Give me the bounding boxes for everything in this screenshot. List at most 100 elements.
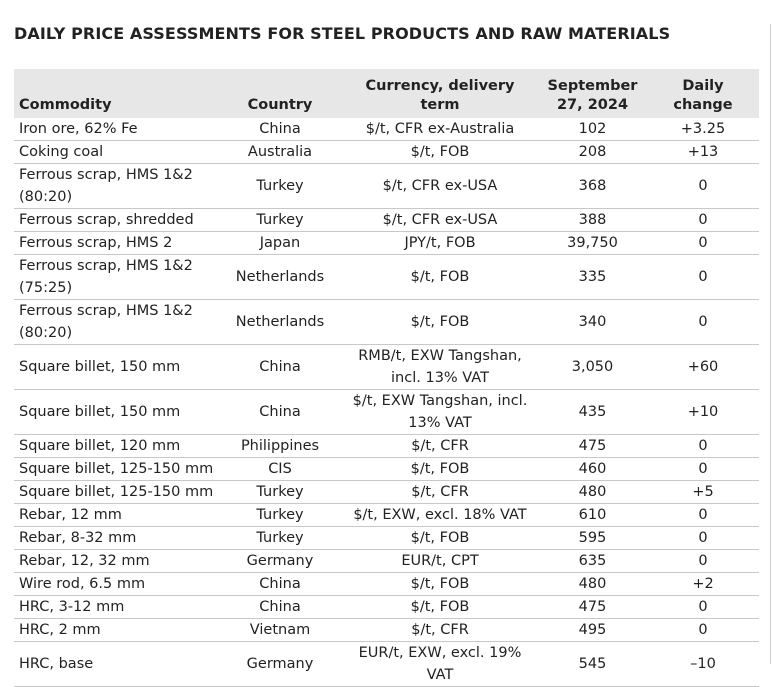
cell-daily-change: +10 — [647, 389, 759, 435]
cell-country: Germany — [218, 641, 342, 687]
cell-country: China — [218, 572, 342, 596]
cell-daily-change: 0 — [647, 549, 759, 573]
table-row: Ferrous scrap, HMS 1&2 (80:20) Turkey $/t,… — [14, 163, 759, 209]
cell-country: Germany — [218, 549, 342, 573]
cell-price: 595 — [538, 526, 647, 550]
cell-price: 635 — [538, 549, 647, 573]
table-row: Square billet, 150 mm China RMB/t, EXW Tan… — [14, 344, 759, 390]
cell-daily-change: 0 — [647, 163, 759, 209]
cell-currency: JPY/t, FOB — [342, 231, 538, 255]
cell-currency: $/t, CFR — [342, 618, 538, 642]
cell-country: Netherlands — [218, 299, 342, 345]
cell-daily-change: 0 — [647, 457, 759, 481]
cell-daily-change: 0 — [647, 254, 759, 300]
cell-commodity: Ferrous scrap, shredded — [14, 208, 218, 232]
cell-country: Turkey — [218, 503, 342, 527]
table-row: Square billet, 150 mm China $/t, EXW Tangs… — [14, 389, 759, 435]
cell-commodity: Rebar, 12 mm — [14, 503, 218, 527]
cell-price: 3,050 — [538, 344, 647, 390]
cell-commodity: HRC, base — [14, 641, 218, 687]
cell-commodity: Ferrous scrap, HMS 2 — [14, 231, 218, 255]
table-header-row: Commodity Country Currency, delivery ter… — [14, 69, 759, 118]
header-commodity: Commodity — [14, 69, 218, 118]
cell-daily-change: 0 — [647, 231, 759, 255]
cell-country: Turkey — [218, 480, 342, 504]
cell-currency: $/t, FOB — [342, 299, 538, 345]
table-body: Iron ore, 62% Fe China $/t, CFR ex-Austral… — [14, 118, 759, 687]
cell-country: Turkey — [218, 163, 342, 209]
cell-daily-change: 0 — [647, 299, 759, 345]
cell-daily-change: +5 — [647, 480, 759, 504]
cell-daily-change: 0 — [647, 208, 759, 232]
cell-currency: $/t, FOB — [342, 572, 538, 596]
table-row: Wire rod, 6.5 mm China $/t, FOB 480 +2 — [14, 572, 759, 596]
cell-price: 480 — [538, 572, 647, 596]
table-row: Rebar, 12, 32 mm Germany EUR/t, CPT 635 0 — [14, 549, 759, 573]
cell-price: 460 — [538, 457, 647, 481]
right-divider — [770, 24, 771, 664]
cell-country: Philippines — [218, 434, 342, 458]
cell-price: 39,750 — [538, 231, 647, 255]
table-row: Coking coal Australia $/t, FOB 208 +13 — [14, 140, 759, 164]
table-row: HRC, base Germany EUR/t, EXW, excl. 19% VA… — [14, 641, 759, 687]
header-daily-change: Daily change — [647, 69, 759, 118]
table-row: Ferrous scrap, HMS 1&2 (80:20) Netherland… — [14, 299, 759, 345]
cell-currency: EUR/t, CPT — [342, 549, 538, 573]
cell-commodity: Coking coal — [14, 140, 218, 164]
cell-country: Japan — [218, 231, 342, 255]
cell-daily-change: +3.25 — [647, 118, 759, 141]
cell-country: CIS — [218, 457, 342, 481]
cell-commodity: Square billet, 150 mm — [14, 344, 218, 390]
cell-country: Vietnam — [218, 618, 342, 642]
cell-commodity: Iron ore, 62% Fe — [14, 118, 218, 141]
cell-commodity: Rebar, 12, 32 mm — [14, 549, 218, 573]
cell-commodity: Ferrous scrap, HMS 1&2 (80:20) — [14, 299, 218, 345]
table-row: Square billet, 120 mm Philippines $/t, CFR… — [14, 434, 759, 458]
cell-daily-change: –10 — [647, 641, 759, 687]
cell-daily-change: 0 — [647, 503, 759, 527]
cell-daily-change: +60 — [647, 344, 759, 390]
cell-currency: $/t, CFR — [342, 480, 538, 504]
cell-daily-change: +2 — [647, 572, 759, 596]
cell-commodity: Rebar, 8-32 mm — [14, 526, 218, 550]
cell-price: 480 — [538, 480, 647, 504]
cell-country: China — [218, 389, 342, 435]
cell-price: 208 — [538, 140, 647, 164]
cell-country: Turkey — [218, 208, 342, 232]
cell-currency: $/t, FOB — [342, 140, 538, 164]
cell-country: Netherlands — [218, 254, 342, 300]
cell-currency: $/t, CFR ex-Australia — [342, 118, 538, 141]
cell-commodity: Ferrous scrap, HMS 1&2 (75:25) — [14, 254, 218, 300]
cell-daily-change: 0 — [647, 618, 759, 642]
cell-currency: $/t, CFR — [342, 434, 538, 458]
cell-price: 335 — [538, 254, 647, 300]
table-row: HRC, 3-12 mm China $/t, FOB 475 0 — [14, 595, 759, 619]
cell-commodity: Square billet, 150 mm — [14, 389, 218, 435]
cell-country: China — [218, 595, 342, 619]
header-country: Country — [218, 69, 342, 118]
cell-price: 368 — [538, 163, 647, 209]
cell-commodity: Ferrous scrap, HMS 1&2 (80:20) — [14, 163, 218, 209]
cell-commodity: HRC, 2 mm — [14, 618, 218, 642]
page-title: DAILY PRICE ASSESSMENTS FOR STEEL PRODUC… — [14, 24, 671, 43]
cell-currency: $/t, FOB — [342, 595, 538, 619]
table-row: Iron ore, 62% Fe China $/t, CFR ex-Austral… — [14, 118, 759, 141]
table-row: Ferrous scrap, shredded Turkey $/t, CFR ex… — [14, 208, 759, 232]
cell-currency: $/t, EXW Tangshan, incl. 13% VAT — [342, 389, 538, 435]
cell-currency: $/t, CFR ex-USA — [342, 163, 538, 209]
cell-price: 545 — [538, 641, 647, 687]
cell-country: Australia — [218, 140, 342, 164]
cell-currency: $/t, FOB — [342, 457, 538, 481]
cell-currency: RMB/t, EXW Tangshan, incl. 13% VAT — [342, 344, 538, 390]
cell-price: 475 — [538, 434, 647, 458]
cell-price: 340 — [538, 299, 647, 345]
cell-daily-change: 0 — [647, 595, 759, 619]
cell-currency: EUR/t, EXW, excl. 19% VAT — [342, 641, 538, 687]
table-row: Rebar, 12 mm Turkey $/t, EXW, excl. 18% VA… — [14, 503, 759, 527]
table-row: Ferrous scrap, HMS 2 Japan JPY/t, FOB 39,75… — [14, 231, 759, 255]
cell-price: 388 — [538, 208, 647, 232]
cell-daily-change: +13 — [647, 140, 759, 164]
cell-commodity: Square billet, 120 mm — [14, 434, 218, 458]
table-row: HRC, 2 mm Vietnam $/t, CFR 495 0 — [14, 618, 759, 642]
cell-price: 475 — [538, 595, 647, 619]
